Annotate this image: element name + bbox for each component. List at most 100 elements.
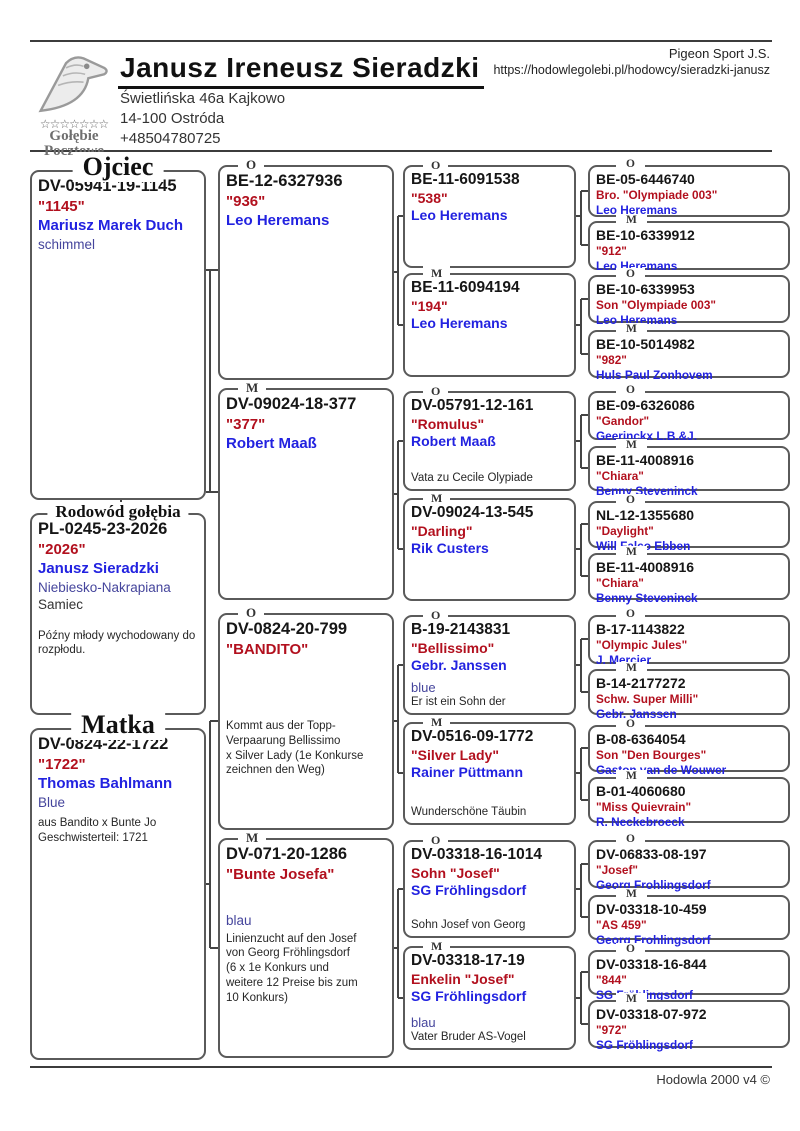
ring-number: BE-11-4008916 [596,452,695,468]
color-word: Niebiesko-Nakrapiana [38,579,171,595]
fancier-name: Gebr. Janssen [596,706,677,721]
gen4-box-11: O B-08-6364054 Son "Den Bourges" Gaston … [588,718,790,777]
sex-legend: O [423,608,449,623]
gen4-box-14: M DV-03318-10-459 "AS 459" Georg Frohlin… [588,888,790,947]
pigeon-name: "BANDITO" [226,640,309,658]
sex-legend: O [423,158,449,173]
fancier-name: Robert Maaß [411,433,496,450]
gen2-box-1: O BE-12-6327936 "936" Leo Heremans [218,157,394,380]
gen4-box-15: O DV-03318-16-844 "844" SG Fröhlingsdorf [588,943,790,1002]
ring-number: DV-03318-16-844 [596,956,707,972]
fancier-name: SG Fröhlingsdorf [596,1037,693,1052]
gen3-box-6: M DV-0516-09-1772 "Silver Lady" Rainer P… [403,715,576,825]
pigeon-name: Bro. "Olympiade 003" [596,187,718,202]
ring-number: DV-05791-12-161 [411,397,534,414]
fancier-name: Leo Heremans [411,207,508,224]
pigeon-name: "972" [596,1022,627,1037]
ring-number: B-17-1143822 [596,621,685,637]
sex-legend: M [423,266,451,281]
pigeon-name: "Olympic Jules" [596,637,688,652]
gen4-box-13: O DV-06833-08-197 "Josef" Georg Frohling… [588,833,790,892]
pigeon-name: "Gandor" [596,413,650,428]
ring-number: BE-10-5014982 [596,336,695,352]
father-legend: Ojciec [72,152,164,182]
fancier-name: Thomas Bahlmann [38,775,173,793]
sex-legend: M [423,491,451,506]
pigeon-name: "2026" [38,540,86,558]
gen4-box-5: O BE-09-6326086 "Gandor" Geerinckx L.B.&… [588,384,790,443]
sex-legend: M [616,214,647,226]
ring-number: BE-12-6327936 [226,172,343,190]
pigeon-head-icon [38,56,108,113]
note-text: Późny młody wychodowany do rozpłodu. [38,629,196,657]
color-word: schimmel [38,236,96,252]
note-text: Wunderschöne Täubin [411,806,527,819]
sex-legend: M [616,439,647,451]
sex-legend: O [616,268,645,280]
sex-legend: O [616,494,645,506]
pigeon-name: "AS 459" [596,917,647,932]
gen3-box-2: M BE-11-6094194 "194" Leo Heremans [403,266,576,377]
logo-stars: ☆☆☆☆☆☆☆ [39,117,109,131]
color-word: Blue [38,794,66,810]
fancier-name: SG Fröhlingsdorf [411,988,527,1005]
sex-legend: M [616,888,647,900]
sex-legend: O [616,158,645,170]
pigeon-name: Son "Olympiade 003" [596,297,717,312]
sex-legend: O [616,833,645,845]
ring-number: DV-09024-18-377 [226,395,357,413]
header-rule [30,150,772,152]
gen3-box-8: M DV-03318-17-19 Enkelin "Josef" SG Fröh… [403,939,576,1050]
sex-legend: M [616,770,647,782]
note-text: Kommt aus der Topp- Verpaarung Bellissim… [226,720,364,777]
ring-number: DV-03318-16-1014 [411,846,542,863]
pigeon-name: "538" [411,189,448,206]
pigeon-name: "194" [411,297,448,314]
sex-legend: O [616,718,645,730]
ring-number: B-01-4060680 [596,783,686,799]
color-word: blau [411,1014,436,1030]
ring-number: BE-11-6094194 [411,279,520,296]
pigeon-name: "Silver Lady" [411,746,499,763]
phone-number: +48504780725 [120,130,221,147]
gen3-box-4: M DV-09024-13-545 "Darling" Rik Custers [403,491,576,601]
ring-number: NL-12-1355680 [596,507,695,523]
subject-box: Rodowód gołębia PL-0245-23-2026 "2026" J… [30,502,206,715]
pigeon-name: "Chiara" [596,575,644,590]
pigeon-name: "844" [596,972,627,987]
sex-legend: M [616,546,647,558]
sex-legend: O [238,605,265,621]
fancier-name: Rik Custers [411,540,489,557]
gen4-box-6: M BE-11-4008916 "Chiara" Benny Steveninc… [588,439,790,498]
gen4-box-7: O NL-12-1355680 "Daylight" Will Falco Eb… [588,494,790,553]
pigeon-name: "1145" [38,197,85,215]
pigeon-name: Son "Den Bourges" [596,747,707,762]
page-title: Janusz Ireneusz Sieradzki [118,52,484,89]
gen4-box-3: O BE-10-6339953 Son "Olympiade 003" Leo … [588,268,790,327]
gen2-box-4: M DV-071-20-1286 "Bunte Josefa" blau Lin… [218,830,394,1058]
publisher-label: Pigeon Sport J.S. [668,46,770,61]
pigeon-name: Schw. Super Milli" [596,691,699,706]
gen4-box-12: M B-01-4060680 "Miss Quievrain" R. Necke… [588,770,790,829]
address-city: 14-100 Ostróda [120,110,225,127]
mother-legend: Matka [71,710,165,740]
ring-number: BE-05-6446740 [596,171,695,187]
top-rule [30,40,772,42]
pigeon-name: "912" [596,243,627,258]
gen4-box-8: M BE-11-4008916 "Chiara" Benny Steveninc… [588,546,790,605]
subject-legend: Rodowód gołębia [47,502,189,522]
ring-number: DV-03318-10-459 [596,901,707,917]
fancier-name: Leo Heremans [411,315,508,332]
ring-number: DV-06833-08-197 [596,846,707,862]
footer-rule [30,1066,772,1068]
ring-number: PL-0245-23-2026 [38,520,168,538]
gen3-box-5: O B-19-2143831 "Bellissimo" Gebr. Jansse… [403,608,576,715]
fancier-name: Leo Heremans [596,202,678,217]
gen4-box-9: O B-17-1143822 "Olympic Jules" J. Mercie… [588,608,790,667]
gen4-box-10: M B-14-2177272 Schw. Super Milli" Gebr. … [588,662,790,721]
fancier-name: Rainer Püttmann [411,764,524,781]
ring-number: BE-11-6091538 [411,171,520,188]
pigeon-name: "377" [226,415,266,433]
